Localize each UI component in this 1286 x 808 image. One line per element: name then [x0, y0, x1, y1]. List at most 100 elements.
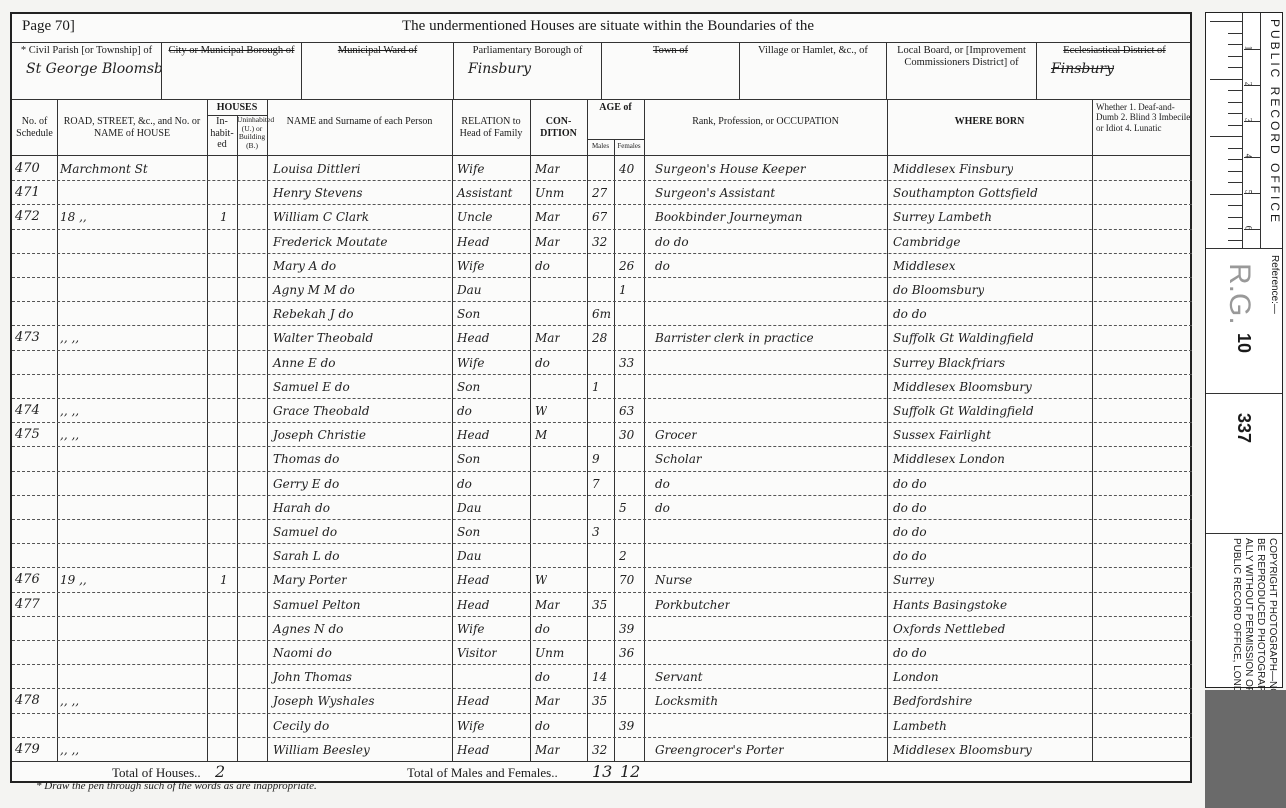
- cell-name: Harah do: [273, 500, 330, 515]
- column-header-occupation: Rank, Profession, or OCCUPATION: [692, 116, 839, 127]
- cell-age-f: 30: [619, 428, 635, 443]
- cell-age-m: 9: [592, 452, 600, 467]
- row-rule: [12, 470, 1192, 472]
- cell-occupation: Locksmith: [655, 694, 719, 709]
- cell-age-m: 14: [592, 670, 608, 685]
- cell-age-f: [616, 230, 619, 254]
- boundary-value: [740, 57, 886, 61]
- table-row: 475 ,, ,, Joseph Christie Head M 30 Grocer Suss…: [12, 423, 1192, 448]
- cell-born: London: [893, 670, 939, 685]
- cell-inhabited: [217, 689, 220, 713]
- boundary-value: [302, 57, 453, 61]
- cell-relation: Wife: [457, 258, 485, 273]
- cell-born: Suffolk Gt Waldingfield: [893, 331, 1034, 346]
- column-divider: [1092, 99, 1093, 761]
- divider: [12, 99, 1190, 100]
- boundary-label: Ecclesiastical District of: [1063, 45, 1166, 56]
- ruler-tick: [1228, 239, 1242, 241]
- cell-age-m: [589, 617, 592, 641]
- table-row: 471 Henry Stevens Assistant Unm 27 Surgeon's …: [12, 181, 1192, 206]
- cell-schedule: 473: [15, 330, 40, 346]
- cell-occupation: Bookbinder Journeyman: [655, 210, 803, 225]
- cell-schedule: 474: [15, 403, 40, 418]
- cell-age-f: 39: [619, 718, 635, 733]
- cell-relation: Son: [457, 379, 481, 394]
- ruler-tick: [1228, 113, 1242, 114]
- ruler-tick: [1210, 193, 1242, 195]
- cell-road: [57, 665, 60, 689]
- cell-condition: Mar: [535, 331, 561, 346]
- row-rule: [12, 688, 1192, 690]
- cell-road: [57, 714, 60, 738]
- ruler-tick: [1244, 85, 1260, 86]
- table-row: Harah do Dau 5 do do do: [12, 496, 1192, 520]
- cell-condition: Mar: [535, 210, 561, 225]
- cell-age-f: [616, 689, 619, 713]
- cell-relation: Dau: [457, 283, 482, 297]
- divider: [1242, 13, 1243, 248]
- ruler-tick: [1228, 205, 1242, 206]
- cell-occupation: Barrister clerk in practice: [655, 331, 814, 346]
- ruler-tick: [1228, 124, 1242, 126]
- cell-name: Mary A do: [273, 258, 337, 273]
- cell-schedule: [12, 254, 15, 278]
- cell-occupation: [652, 302, 655, 326]
- cell-relation: do: [457, 404, 472, 418]
- table-row: Agnes N do Wife do 39 Oxfords Nettlebed: [12, 617, 1192, 641]
- cell-occupation: do: [655, 258, 670, 273]
- cell-name: Agnes N do: [273, 621, 344, 636]
- column-divider: [267, 99, 268, 761]
- cell-occupation: do do: [655, 234, 689, 249]
- ruler-tick: [1244, 121, 1260, 122]
- cell-age-m: 32: [592, 742, 608, 757]
- cell-name: William C Clark: [273, 210, 369, 225]
- cell-road: [57, 254, 60, 278]
- boundary-cell: Village or Hamlet, &c., of: [740, 42, 887, 99]
- cell-condition: do: [535, 621, 550, 636]
- column-header-houses: HOUSES: [216, 102, 258, 113]
- column-header-inhabited: In-habit-ed: [210, 116, 234, 150]
- boundary-cell: Local Board, or [Improvement Commissione…: [887, 42, 1037, 99]
- cell-relation: Son: [457, 452, 481, 467]
- cell-occupation: Servant: [655, 670, 703, 685]
- divider: [1206, 533, 1282, 534]
- row-rule: [12, 276, 1192, 278]
- cell-occupation: [652, 714, 655, 738]
- cell-inhabited: [217, 641, 220, 665]
- boundary-label: Parliamentary Borough of: [472, 45, 583, 56]
- cell-age-f: 2: [619, 549, 627, 564]
- scan-margin: [1205, 690, 1286, 808]
- cell-born: do do: [893, 646, 927, 660]
- cell-age-m: [589, 423, 592, 447]
- cell-age-m: 1: [592, 379, 600, 394]
- cell-schedule: [12, 230, 15, 254]
- column-header-relation: RELATION to Head of Family: [459, 116, 523, 139]
- cell-inhabited: [217, 254, 220, 278]
- cell-name: Henry Stevens: [273, 186, 363, 201]
- boundary-cell: Ecclesiastical District of Finsbury: [1037, 42, 1192, 99]
- cell-schedule: [12, 496, 15, 520]
- cell-age-f: [616, 205, 619, 229]
- cell-condition: [532, 447, 535, 471]
- cell-road: [57, 617, 60, 641]
- divider: [207, 115, 267, 116]
- page-number: Page 70]: [22, 18, 75, 34]
- cell-relation: Head: [457, 694, 490, 709]
- cell-relation: [454, 665, 457, 689]
- cell-relation: Dau: [457, 549, 482, 564]
- cell-schedule: [12, 278, 15, 302]
- cell-road: ,, ,,: [60, 404, 80, 418]
- cell-road: [57, 447, 60, 471]
- cell-name: Sarah L do: [273, 549, 340, 564]
- cell-road: [57, 520, 60, 544]
- column-header-uninhabited: Uninhabited (U.) or Building (B.): [237, 115, 275, 150]
- cell-road: [57, 230, 60, 254]
- column-divider: [614, 139, 615, 761]
- cell-inhabited: [217, 399, 220, 423]
- ruler-tick: [1228, 182, 1242, 183]
- cell-occupation: Scholar: [655, 452, 702, 467]
- ruler-tick: [1210, 21, 1242, 22]
- cell-condition: do: [535, 355, 550, 370]
- cell-name: Naomi do: [273, 646, 332, 660]
- total-houses-label: Total of Houses..: [112, 765, 201, 780]
